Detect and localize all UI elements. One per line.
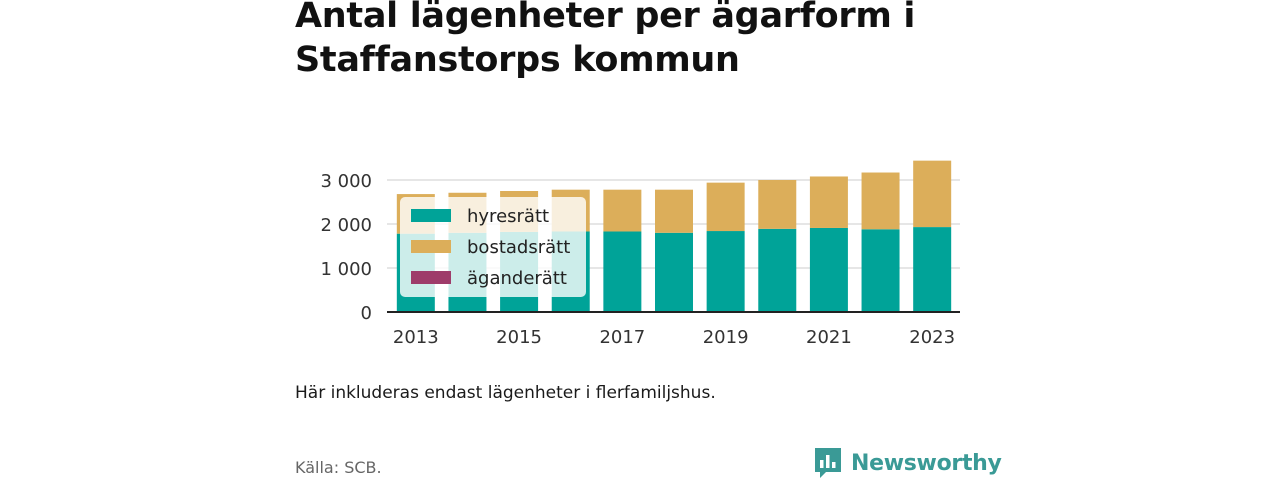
- x-axis-ticks: 2013 2015 2017 2019 2021 2023: [393, 327, 955, 348]
- x-tick-label: 2021: [806, 327, 852, 348]
- legend-swatch-hyresrätt: [411, 209, 451, 222]
- legend: hyresrätt bostadsrätt äganderätt: [400, 197, 586, 297]
- bar-hyresrätt-2020: [758, 228, 797, 312]
- newsworthy-logo-icon: [815, 448, 841, 478]
- chart-note: Här inkluderas endast lägenheter i flerf…: [295, 383, 716, 403]
- x-tick-label: 2023: [909, 327, 955, 348]
- x-tick-label: 2013: [393, 327, 439, 348]
- x-tick-label: 2015: [496, 327, 542, 348]
- bar-hyresrätt-2023: [913, 227, 952, 312]
- x-tick-label: 2017: [599, 327, 645, 348]
- bar-hyresrätt-2022: [861, 229, 900, 312]
- legend-swatch-bostadsrätt: [411, 240, 451, 253]
- bar-bostadsrätt-2017: [603, 189, 642, 232]
- y-tick-label: 3 000: [320, 171, 372, 192]
- y-tick-label: 1 000: [320, 259, 372, 280]
- y-tick-label: 0: [361, 303, 372, 324]
- newsworthy-brand[interactable]: Newsworthy: [813, 446, 1002, 480]
- y-tick-label: 2 000: [320, 215, 372, 236]
- bar-bostadsrätt-2020: [758, 180, 797, 229]
- bar-hyresrätt-2019: [706, 231, 745, 312]
- x-tick-label: 2019: [703, 327, 749, 348]
- bar-hyresrätt-2021: [809, 227, 848, 312]
- legend-label: bostadsrätt: [467, 237, 570, 258]
- bar-bostadsrätt-2021: [809, 176, 848, 228]
- brand-name: Newsworthy: [851, 450, 1002, 476]
- source-text: Källa: SCB.: [295, 458, 382, 477]
- bar-bostadsrätt-2023: [913, 160, 952, 228]
- legend-label: äganderätt: [467, 268, 567, 289]
- bar-hyresrätt-2018: [655, 232, 693, 312]
- y-axis-ticks: 0 1 000 2 000 3 000: [320, 171, 372, 324]
- chart-title: Antal lägenheter per ägarform i Staffans…: [295, 0, 916, 80]
- bar-bostadsrätt-2018: [655, 189, 693, 233]
- bar-bostadsrätt-2019: [706, 182, 745, 232]
- bar-hyresrätt-2017: [603, 231, 642, 312]
- legend-swatch-äganderätt: [411, 271, 451, 284]
- bar-bostadsrätt-2022: [861, 172, 900, 230]
- legend-label: hyresrätt: [467, 206, 549, 227]
